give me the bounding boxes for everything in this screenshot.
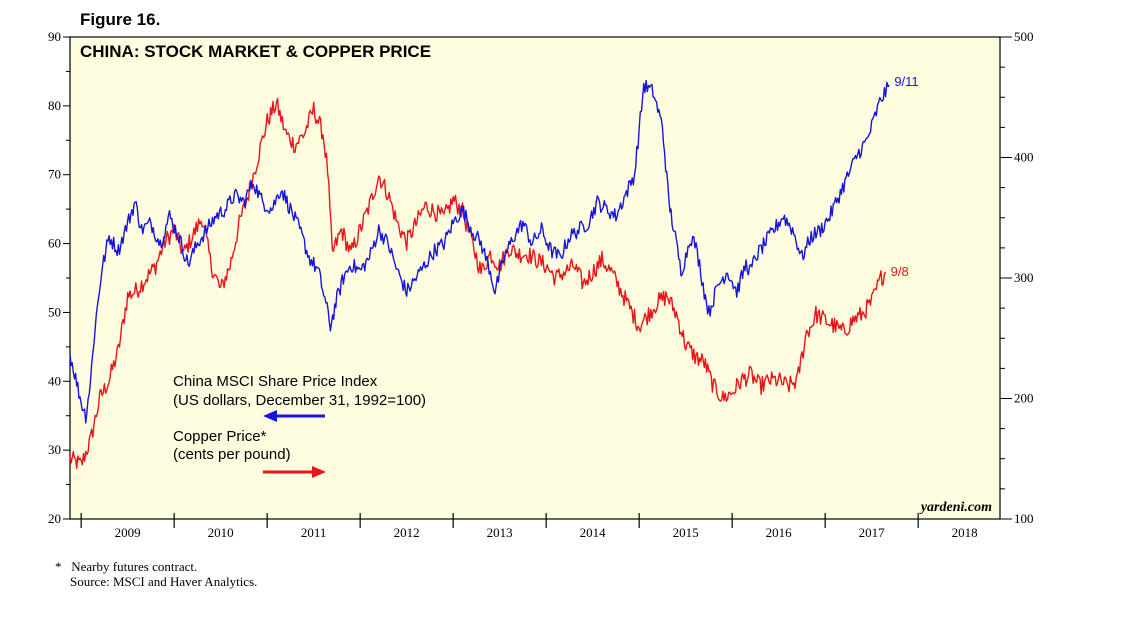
right-tick-label: 300 <box>1014 270 1034 285</box>
chart: Figure 16. 20 30 40 50 60 70 80 90 100 200 300 400… <box>48 10 1034 540</box>
footnote-marker: * <box>55 559 62 574</box>
legend-copper-arrow <box>263 466 326 478</box>
end-label-copper: 9/8 <box>891 264 909 279</box>
legend-msci-arrow-head <box>263 410 277 422</box>
left-tick-label: 70 <box>48 167 61 182</box>
x-tick-label: 2016 <box>766 525 793 540</box>
x-tick-label: 2013 <box>487 525 513 540</box>
legend-copper-arrow-head <box>312 466 326 478</box>
x-tick-label: 2014 <box>580 525 607 540</box>
left-tick-label: 20 <box>48 511 61 526</box>
right-tick-label: 100 <box>1014 511 1034 526</box>
right-tick-label: 500 <box>1014 29 1034 44</box>
series-layer: 9/11 9/8 <box>69 74 919 469</box>
x-tick-label: 2017 <box>859 525 886 540</box>
x-tick-label: 2018 <box>952 525 978 540</box>
footnote-source: Source: MSCI and Haver Analytics. <box>70 574 258 589</box>
x-tick-label: 2012 <box>394 525 420 540</box>
footnote-block: * Nearby futures contract. Source: MSCI … <box>55 559 257 589</box>
left-tick-label: 50 <box>48 304 61 319</box>
series-line-msci <box>69 79 890 424</box>
legend-copper-name: Copper Price* <box>173 428 267 445</box>
x-tick-label: 2010 <box>208 525 234 540</box>
right-tick-label: 200 <box>1014 391 1034 406</box>
legend-copper-unit: (cents per pound) <box>173 446 291 463</box>
footnote-contract: Nearby futures contract. <box>71 559 198 574</box>
left-tick-label: 90 <box>48 29 61 44</box>
brand-label: yardeni.com <box>919 500 992 515</box>
legend-msci-unit: (US dollars, December 31, 1992=100) <box>173 392 426 409</box>
right-axis: 100 200 300 400 500 <box>1000 29 1034 526</box>
end-label-msci: 9/11 <box>894 74 918 89</box>
x-axis: 2009 2010 2011 2012 2013 2014 2015 2016 2017 2018 <box>80 513 978 540</box>
legend-msci-name: China MSCI Share Price Index <box>173 373 378 390</box>
left-tick-label: 80 <box>48 98 61 113</box>
left-axis: 20 30 40 50 60 70 80 90 <box>48 29 70 526</box>
left-tick-label: 30 <box>48 442 61 457</box>
chart-title: CHINA: STOCK MARKET & COPPER PRICE <box>80 42 431 61</box>
legend-msci-arrow <box>263 410 325 422</box>
x-tick-label: 2011 <box>301 525 327 540</box>
left-tick-label: 40 <box>48 373 61 388</box>
right-tick-label: 400 <box>1014 150 1034 165</box>
figure-label: Figure 16. <box>80 10 160 29</box>
left-tick-label: 60 <box>48 236 61 251</box>
x-tick-label: 2009 <box>115 525 141 540</box>
x-tick-label: 2015 <box>673 525 699 540</box>
